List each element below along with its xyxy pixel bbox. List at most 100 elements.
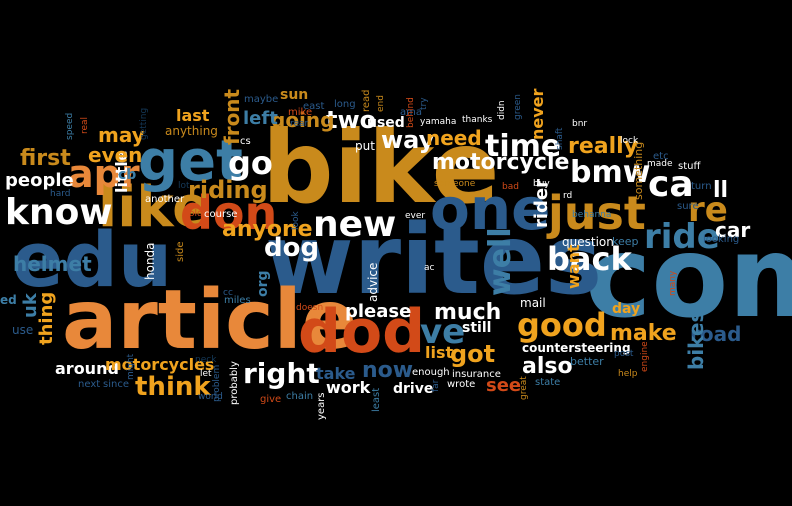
word-helmet: helmet	[13, 252, 92, 276]
word-like: like	[98, 175, 211, 240]
word-time: time	[485, 129, 562, 164]
word-real: real	[80, 116, 90, 134]
word-behanna: behanna	[572, 210, 612, 220]
word-ll: ll	[713, 178, 729, 203]
word-go: go	[228, 144, 273, 182]
word-writes: writes	[265, 204, 603, 316]
word-ride: ride	[644, 217, 720, 257]
word-great: great	[519, 376, 529, 400]
word-give: give	[260, 394, 282, 405]
word-made: made	[647, 159, 673, 169]
word-article: article	[62, 273, 358, 368]
word-read: read	[361, 89, 372, 112]
word-see: see	[486, 375, 522, 396]
word-motorcycles: motorcycles	[105, 355, 215, 374]
word-now: now	[362, 358, 414, 383]
word-bnr: bnr	[572, 119, 588, 129]
word-dod: dod	[298, 297, 426, 367]
word-much: much	[434, 300, 502, 325]
word-ama: ama	[400, 107, 422, 118]
word-buy: buy	[533, 179, 550, 189]
word-sure: sure	[677, 201, 699, 212]
word-cc: cc	[223, 288, 233, 298]
word-take: take	[316, 364, 356, 383]
word-world: world	[198, 392, 223, 402]
word-years: years	[316, 392, 327, 420]
word-many: many	[668, 270, 678, 296]
word-neck: neck	[195, 355, 217, 365]
word-also: also	[522, 354, 573, 379]
word-just: just	[548, 186, 646, 240]
word-dog: dog	[264, 233, 320, 263]
word-may: may	[98, 123, 145, 147]
word-maybe: maybe	[244, 94, 279, 105]
word-lot: lot	[178, 181, 190, 191]
word-rd: rd	[563, 191, 573, 201]
word-got: got	[450, 340, 496, 368]
word-uk: uk	[20, 293, 41, 318]
word-get: get	[138, 129, 243, 194]
word-know: know	[5, 192, 113, 233]
word-around: around	[55, 359, 119, 378]
word-hard: hard	[50, 189, 71, 199]
word-try: try	[419, 97, 429, 110]
word-probably: probably	[229, 361, 240, 405]
word-getting: getting	[139, 107, 149, 140]
word-ed: ed	[0, 293, 17, 307]
word-least: least	[371, 387, 382, 412]
word-still: still	[462, 320, 492, 336]
word-way: way	[381, 126, 435, 154]
word-bmw: bmw	[570, 155, 651, 190]
word-old: old	[189, 209, 203, 219]
word-far: far	[431, 379, 441, 392]
word-list: list	[425, 343, 454, 362]
word-miles: miles	[224, 295, 251, 306]
word-com: com	[585, 213, 792, 343]
word-behind: behind	[406, 97, 416, 128]
word-thanks: thanks	[462, 115, 493, 125]
word-engine: engine	[640, 341, 650, 372]
word-look: look	[291, 211, 301, 230]
word-end: end	[376, 95, 386, 112]
word-mike: mike	[288, 107, 313, 118]
word-side: side	[175, 241, 186, 263]
word-green: green	[513, 94, 523, 120]
word-ca: ca	[648, 164, 694, 205]
word-well: well	[483, 227, 518, 296]
word-think: think	[135, 372, 211, 402]
word-one: one	[430, 175, 551, 243]
word-bike: bike	[262, 109, 500, 226]
word-put: put	[355, 139, 375, 153]
word-need: need	[426, 126, 482, 150]
word-someone: someone	[434, 179, 476, 189]
word-really: really	[568, 134, 639, 159]
word-etc: etc	[653, 151, 669, 162]
word-rear: rear	[290, 119, 309, 129]
word-ac: ac	[424, 263, 435, 273]
word-re: re	[688, 190, 728, 230]
word-drive: drive	[393, 381, 434, 397]
word-question: question	[562, 235, 614, 249]
word-please: please	[345, 301, 412, 322]
word-lock: lock	[620, 136, 639, 146]
word-front: front	[220, 88, 244, 145]
word-make: make	[610, 321, 677, 346]
word-never: never	[528, 88, 547, 140]
word-state: state	[535, 377, 561, 388]
word-last: last	[176, 106, 210, 125]
word-cb: cb	[118, 167, 137, 183]
word-going: going	[271, 108, 335, 132]
word-edu: edu	[12, 215, 173, 304]
word-east: east	[303, 101, 325, 112]
word-new: new	[313, 204, 397, 245]
word-car: car	[715, 218, 751, 242]
word-motorcycle: motorcycle	[432, 150, 570, 175]
word-left: left	[243, 108, 278, 129]
word-riding: riding	[188, 176, 268, 204]
word-mail: mail	[520, 296, 546, 310]
word-better: better	[570, 355, 604, 368]
word-don: don	[180, 186, 278, 240]
word-post: post	[614, 349, 634, 359]
word-enough: enough	[412, 367, 450, 378]
